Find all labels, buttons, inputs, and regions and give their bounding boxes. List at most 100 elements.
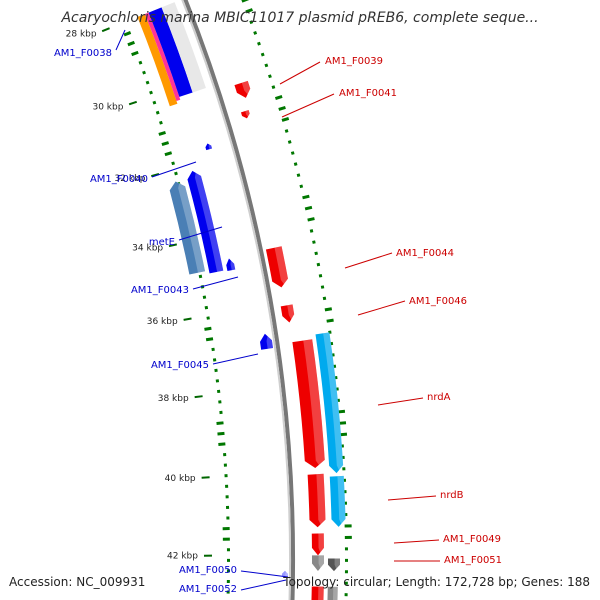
gc-dash bbox=[271, 85, 276, 90]
tick-mark bbox=[128, 100, 138, 106]
gene-mete bbox=[187, 169, 224, 274]
gc-dash bbox=[205, 337, 214, 342]
gc-dash bbox=[164, 151, 173, 157]
gene-label-text: nrdA bbox=[427, 392, 451, 403]
gc-dash bbox=[206, 316, 210, 320]
gene-label-am1-f0045: AM1_F0045 bbox=[151, 353, 259, 371]
feature-tracks bbox=[123, 0, 352, 600]
leader-line bbox=[178, 226, 223, 241]
gene-label-nrdb: nrdB bbox=[387, 490, 464, 501]
leader-line bbox=[281, 93, 335, 118]
gc-track-inner bbox=[123, 31, 231, 594]
gene-label-text: AM1_F0052 bbox=[179, 584, 237, 595]
gc-dash bbox=[249, 20, 254, 25]
gc-dash bbox=[155, 110, 160, 115]
gene-am1-f0046-highlight bbox=[287, 304, 295, 323]
gene-am1-f0049-body bbox=[311, 533, 324, 556]
tick-label: 38 kbp bbox=[158, 394, 189, 404]
orange-track bbox=[137, 14, 178, 107]
gc-dash bbox=[304, 205, 313, 211]
accession-text: Accession: NC_009931 bbox=[9, 575, 146, 589]
gene-am1-f0040 bbox=[205, 143, 213, 151]
gene-am1-f0043-highlight bbox=[230, 258, 236, 271]
gc-dash bbox=[284, 129, 289, 133]
gene-am1-f0053-highlight bbox=[318, 586, 324, 600]
gc-dash bbox=[161, 141, 170, 147]
gc-dash bbox=[174, 171, 178, 176]
gene-am1-f0051-cds-highlight bbox=[334, 558, 341, 572]
gc-dash bbox=[127, 40, 135, 47]
gene-label-text: AM1_F0041 bbox=[339, 88, 397, 99]
gene-am1-f0041-body bbox=[240, 110, 250, 119]
gc-dash bbox=[312, 240, 316, 244]
gene-label-text: AM1_F0040 bbox=[90, 174, 148, 185]
tick-label: 30 kbp bbox=[92, 102, 123, 112]
tick-label: 36 kbp bbox=[147, 317, 178, 327]
gc-dash bbox=[264, 63, 269, 68]
gene-am1-f0044-highlight bbox=[274, 246, 288, 287]
gene-label-nrda: nrdA bbox=[377, 392, 451, 406]
leader-line bbox=[151, 161, 197, 178]
grey-track bbox=[161, 2, 206, 93]
tick-label: 34 kbp bbox=[132, 243, 163, 253]
leader-line bbox=[357, 300, 406, 316]
gene-am1-f0041 bbox=[240, 110, 250, 119]
map-title: Acaryochloris marina MBIC11017 plasmid p… bbox=[61, 10, 539, 26]
gene-mete-cds bbox=[169, 180, 206, 275]
gc-dash bbox=[216, 421, 224, 425]
gene-am1-f0053-body bbox=[311, 586, 324, 600]
gc-dash bbox=[309, 229, 314, 233]
gc-dash bbox=[202, 295, 207, 299]
gene-am1-f0050-body bbox=[281, 570, 288, 577]
gene-label-am1-f0051: AM1_F0051 bbox=[394, 555, 502, 566]
gc-dash bbox=[290, 151, 295, 155]
gene-am1-f0046-body bbox=[280, 304, 295, 323]
backbone-ring-inner bbox=[181, 0, 291, 600]
gc-dash bbox=[218, 442, 226, 446]
gc-dash bbox=[316, 262, 321, 267]
gene-am1-f0044 bbox=[265, 246, 288, 288]
gene-am1-f0049-highlight bbox=[318, 533, 324, 556]
gene-nrda-cds-highlight bbox=[323, 332, 344, 473]
gc-dash bbox=[171, 161, 175, 166]
gene-am1-f0040-body bbox=[205, 143, 213, 151]
leader-line bbox=[387, 495, 437, 501]
gene-am1-f0039-highlight bbox=[241, 80, 251, 97]
gene-am1-f0046 bbox=[280, 304, 295, 323]
tick-mark bbox=[194, 395, 203, 399]
gc-dash bbox=[204, 305, 209, 310]
gc-dash bbox=[324, 307, 333, 312]
gene-mete-body bbox=[187, 170, 224, 274]
gene-nrdb-highlight bbox=[316, 473, 326, 528]
gene-am1-f0050 bbox=[281, 570, 288, 577]
gene-nrdb bbox=[307, 473, 326, 528]
gene-am1-f0041-highlight bbox=[245, 110, 250, 118]
gene-label-mete: metE bbox=[149, 226, 223, 248]
gc-dash bbox=[322, 296, 327, 301]
gene-am1-f0051-cds bbox=[327, 558, 341, 572]
gc-dash bbox=[314, 251, 318, 256]
tick-mark bbox=[183, 317, 192, 321]
gene-label-am1-f0046: AM1_F0046 bbox=[357, 296, 467, 316]
gene-am1-f0053-cds-body bbox=[327, 586, 338, 600]
gene-nrdb-body bbox=[307, 473, 326, 528]
gc-dash bbox=[245, 8, 253, 14]
gene-label-am1-f0052: AM1_F0052 bbox=[179, 579, 287, 595]
gc-dash bbox=[268, 74, 272, 79]
gene-mete-highlight bbox=[194, 169, 224, 272]
gc-dash bbox=[260, 52, 265, 57]
blue-track bbox=[148, 7, 193, 97]
gene-features bbox=[169, 80, 346, 600]
gc-dash bbox=[198, 274, 203, 279]
gene-am1-f0051-body bbox=[311, 555, 324, 571]
gene-label-am1-f0050: AM1_F0050 bbox=[179, 565, 289, 578]
gene-nrda-cds-body bbox=[315, 332, 344, 474]
gc-dash bbox=[217, 431, 225, 436]
gene-am1-f0039-body bbox=[234, 80, 251, 98]
gene-label-text: AM1_F0038 bbox=[54, 48, 112, 59]
tick-label: 42 kbp bbox=[167, 552, 198, 562]
gc-dash bbox=[293, 162, 298, 166]
gene-label-am1-f0040: AM1_F0040 bbox=[90, 161, 197, 185]
